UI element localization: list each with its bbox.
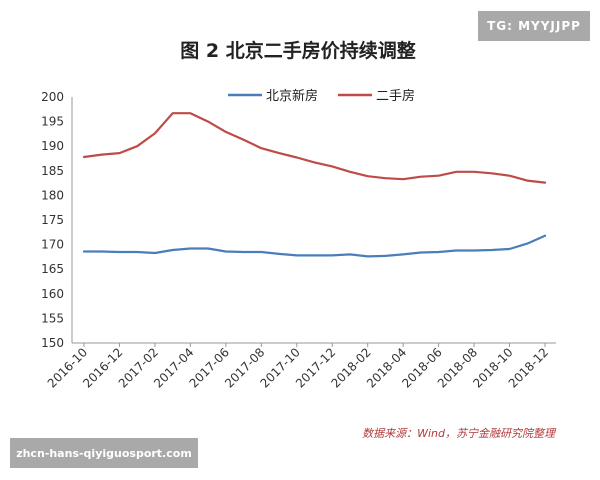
chart-title: 图 2 北京二手房价持续调整 — [180, 39, 415, 62]
y-tick-label: 175 — [41, 213, 64, 227]
y-tick-label: 190 — [41, 139, 64, 153]
y-tick-label: 185 — [41, 164, 64, 178]
y-axis-ticks: 150 155 160 165 170 175 180 185 190 195 200 — [41, 90, 64, 350]
y-tick-label: 200 — [41, 90, 64, 104]
data-source-note: 数据来源：Wind，苏宁金融研究院整理 — [362, 427, 557, 440]
tg-watermark-badge: TG: MYYJJPP — [478, 11, 590, 41]
y-tick-label: 150 — [41, 336, 64, 350]
y-tick-label: 155 — [41, 311, 64, 325]
chart-legend: 北京新房 二手房 — [228, 88, 415, 104]
y-tick-label: 165 — [41, 262, 64, 276]
y-tick-label: 195 — [41, 115, 64, 129]
x-axis-ticks: 2016-102016-122017-022017-042017-062017-… — [45, 343, 551, 391]
series-line-new-homes — [82, 234, 547, 258]
legend-label-new-homes: 北京新房 — [266, 88, 318, 104]
y-tick-label: 170 — [41, 238, 64, 252]
legend-label-second-hand: 二手房 — [376, 88, 415, 104]
site-watermark-badge: zhcn-hans-qiyiguosport.com — [10, 438, 198, 468]
series-lines — [82, 112, 547, 258]
series-line-second-hand — [82, 112, 547, 184]
y-tick-label: 180 — [41, 188, 64, 202]
y-tick-label: 160 — [41, 287, 64, 301]
